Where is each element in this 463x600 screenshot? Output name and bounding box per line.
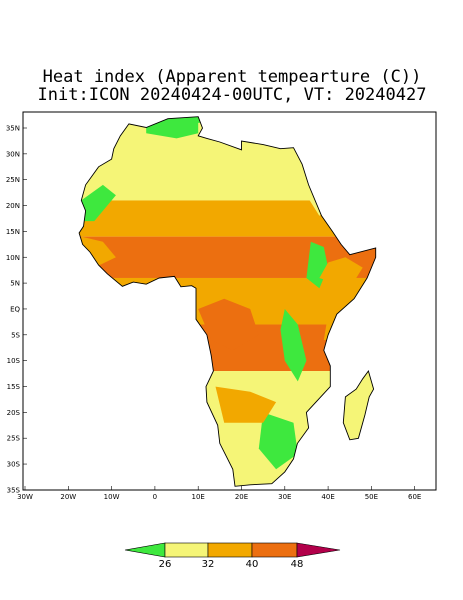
colorbar-bin	[164, 542, 209, 558]
lat-label: 35S	[7, 486, 21, 494]
lon-label: 40E	[321, 493, 334, 501]
lat-label: 5N	[10, 280, 20, 288]
lat-label: 5S	[11, 331, 20, 339]
zone	[198, 298, 259, 351]
lat-label: 20N	[6, 202, 20, 210]
coastline	[78, 116, 377, 487]
lat-label: 30S	[7, 461, 21, 469]
lat-label: 25N	[6, 176, 20, 184]
zone	[146, 117, 199, 139]
zone	[258, 412, 298, 470]
lat-label: 10S	[7, 357, 21, 365]
lat-label: 15N	[6, 228, 20, 236]
madagascar	[342, 369, 375, 441]
zone	[280, 309, 307, 382]
title: Heat index (Apparent tempearture (C))	[43, 67, 422, 87]
colorbar-low	[124, 542, 166, 558]
lat-label: 25S	[7, 435, 21, 443]
lon-label: 60E	[408, 493, 421, 501]
colorbar-label: 48	[291, 559, 304, 570]
zone	[81, 184, 116, 222]
lon-label: 30E	[278, 493, 291, 501]
lat-label: 10N	[6, 254, 20, 262]
lat-label: 30N	[6, 150, 20, 158]
subtitle: Init:ICON 20240424-00UTC, VT: 20240427	[38, 85, 427, 105]
colorbar: 26 32 40 48	[124, 542, 341, 570]
lon-label: 20E	[235, 493, 248, 501]
colorbar-high	[296, 542, 341, 558]
lat-label: EQ	[10, 305, 20, 313]
colorbar-label: 40	[246, 559, 259, 570]
lon-label: 20W	[60, 493, 76, 501]
lat-label: 15S	[7, 383, 21, 391]
zone	[215, 386, 277, 423]
colorbar-bin	[207, 542, 253, 558]
lon-label: 0	[153, 493, 157, 501]
lat-label: 20S	[7, 409, 21, 417]
lon-label: 30W	[17, 493, 33, 501]
lat-label: 35N	[6, 125, 20, 133]
colorbar-label: 32	[202, 559, 215, 570]
lon-label: 50E	[365, 493, 378, 501]
axis-labels: 35N 30N 25N 20N 15N 10N 5N EQ 5S 10S 15S 20S 25S 30S 3…	[6, 125, 422, 502]
lon-label: 10E	[192, 493, 205, 501]
zone	[319, 257, 363, 289]
lon-label: 10W	[104, 493, 120, 501]
colorbar-label: 26	[159, 559, 172, 570]
colorbar-bin	[251, 542, 298, 558]
